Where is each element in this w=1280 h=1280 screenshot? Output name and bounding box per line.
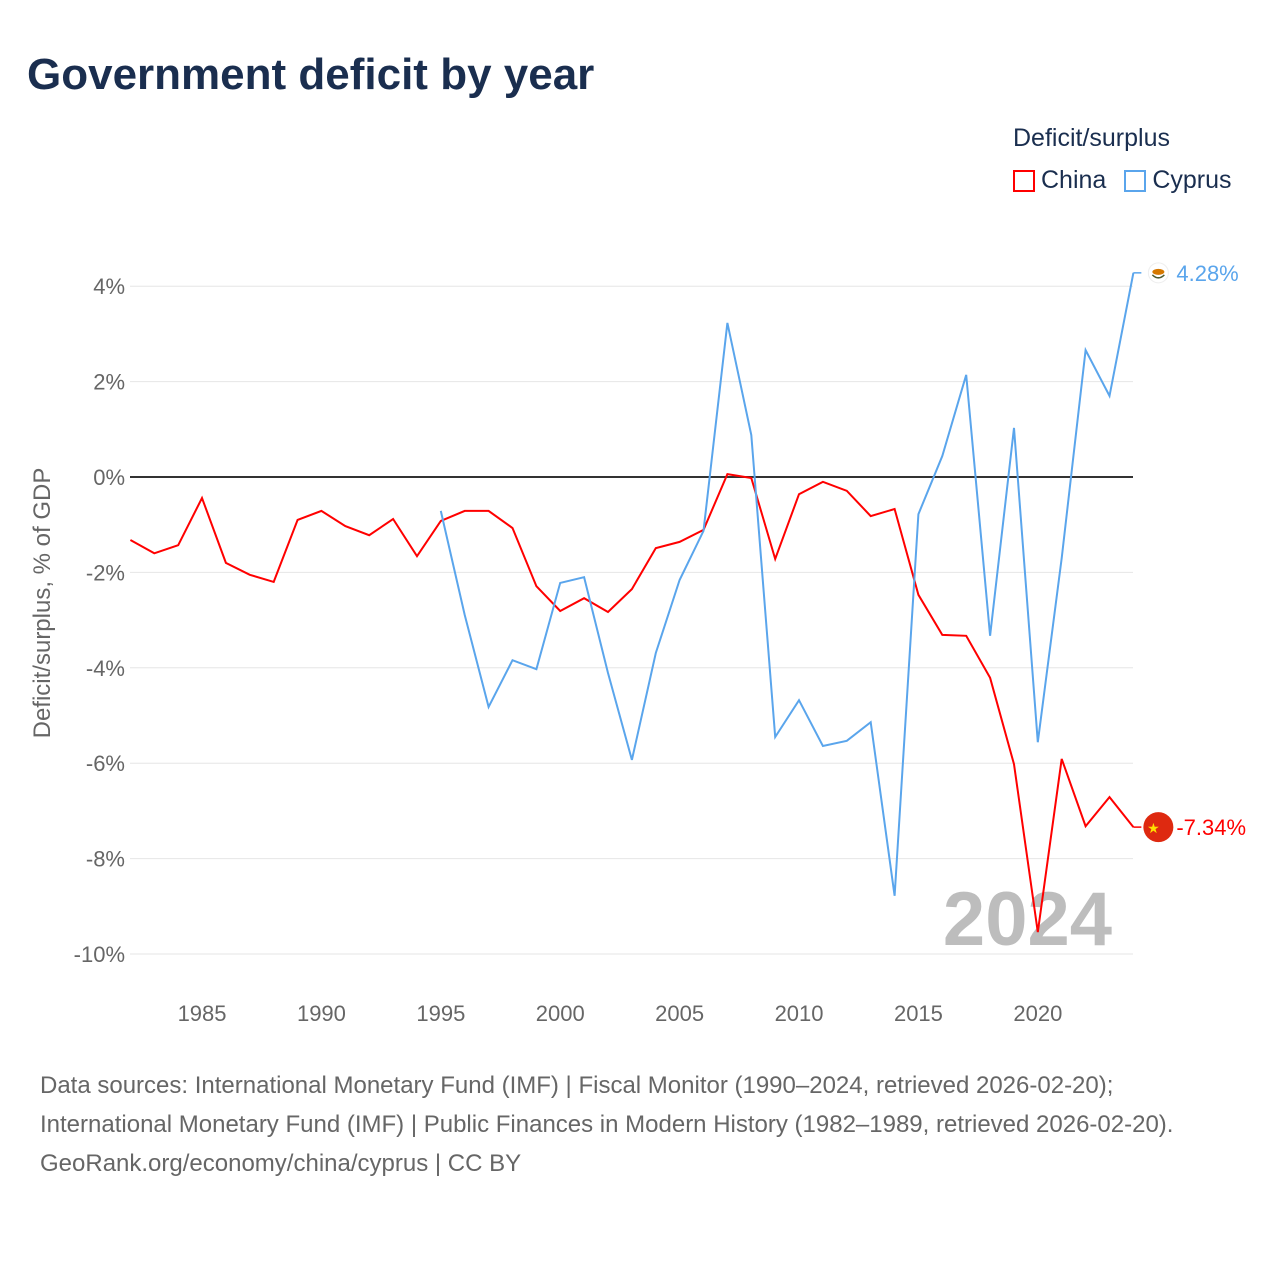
legend-label: Cyprus xyxy=(1152,166,1232,194)
china-flag-icon xyxy=(1143,812,1174,843)
legend-item-cyprus[interactable]: Cyprus xyxy=(1124,166,1232,195)
page-title: Government deficit by year xyxy=(27,50,595,99)
olive-branch-icon xyxy=(1151,274,1165,279)
x-tick-label: 2020 xyxy=(1013,1001,1062,1026)
x-tick-label: 1995 xyxy=(416,1001,465,1026)
y-tick-label: -8% xyxy=(86,847,125,872)
credit-link[interactable]: GeoRank.org/economy/china/cyprus | CC BY xyxy=(40,1150,522,1177)
x-tick-label: 1990 xyxy=(297,1001,346,1026)
legend-item-china[interactable]: China xyxy=(1013,166,1106,195)
x-tick-label: 1985 xyxy=(178,1001,227,1026)
legend-label: China xyxy=(1041,166,1107,194)
cyprus-map-icon xyxy=(1152,268,1165,275)
flag-star-icon: ★ xyxy=(1147,820,1160,836)
legend-title: Deficit/surplus xyxy=(1013,124,1170,152)
data-sources: Data sources: International Monetary Fun… xyxy=(40,1072,1174,1138)
y-tick-label: -4% xyxy=(86,656,125,681)
x-tick-label: 2010 xyxy=(775,1001,824,1026)
legend: China Cyprus xyxy=(1013,166,1232,195)
legend-swatch-cyprus xyxy=(1124,169,1147,192)
legend-swatch-china xyxy=(1013,169,1035,192)
watermark-year: 2024 xyxy=(943,877,1112,962)
y-tick-label: 4% xyxy=(93,274,125,299)
y-tick-label: 0% xyxy=(93,465,125,490)
y-tick-label: -6% xyxy=(86,751,125,776)
y-axis-label: Deficit/surplus, % of GDP xyxy=(29,468,56,739)
y-tick-label: -10% xyxy=(74,942,125,967)
y-tick-label: -2% xyxy=(86,560,125,585)
y-tick-label: 2% xyxy=(93,370,125,395)
series-line-cyprus xyxy=(439,272,1135,896)
series-line-china xyxy=(129,472,1135,933)
end-value-label: -7.34% xyxy=(1176,815,1246,840)
x-tick-label: 2005 xyxy=(655,1001,704,1026)
x-tick-label: 2015 xyxy=(894,1001,943,1026)
x-tick-label: 2000 xyxy=(536,1001,585,1026)
footer: Data sources: International Monetary Fun… xyxy=(40,1066,1240,1183)
end-value-label: 4.28% xyxy=(1176,261,1238,286)
line-chart: 4% 2% 0% -2% -4% -6% -8% -10% 1985 1990 1995 2000 20… xyxy=(29,261,1246,1026)
